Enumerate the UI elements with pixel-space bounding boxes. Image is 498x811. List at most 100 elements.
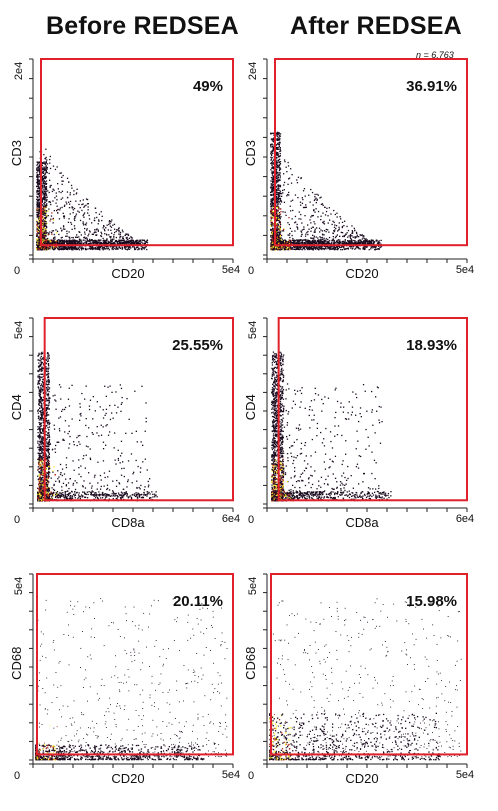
data-point [45, 212, 47, 214]
data-point [278, 188, 280, 190]
data-point [138, 243, 140, 245]
data-point [85, 198, 88, 200]
data-point [340, 249, 342, 251]
data-point [36, 191, 38, 193]
data-point [37, 192, 40, 195]
data-point [338, 241, 340, 243]
data-point [42, 182, 45, 184]
data-point [322, 221, 324, 223]
data-point [38, 248, 41, 251]
data-point [82, 199, 84, 201]
data-point [52, 165, 55, 167]
data-point [43, 239, 45, 241]
data-point [45, 166, 47, 169]
data-point [304, 215, 306, 217]
data-point [130, 242, 132, 244]
data-point [338, 226, 340, 228]
data-point [43, 220, 46, 222]
data-point [128, 241, 130, 243]
data-point [36, 161, 38, 163]
data-point [285, 214, 287, 216]
data-point [323, 245, 325, 247]
data-point [41, 192, 43, 194]
data-point [55, 192, 57, 194]
data-point [98, 246, 101, 248]
data-point [317, 242, 319, 244]
data-point [272, 183, 274, 185]
data-point [64, 247, 66, 249]
data-point [37, 193, 40, 195]
data-point [301, 242, 303, 244]
data-point [127, 234, 130, 236]
data-point [89, 246, 92, 248]
data-point [271, 191, 273, 193]
data-point [134, 247, 136, 250]
data-point [129, 245, 131, 248]
data-point [43, 212, 46, 214]
data-point [39, 161, 41, 163]
data-point [48, 233, 50, 235]
data-point [271, 233, 273, 235]
data-point [51, 247, 53, 249]
data-point [319, 241, 321, 243]
data-point [39, 199, 41, 201]
data-point [352, 236, 354, 238]
data-point [109, 242, 111, 244]
data-point [36, 233, 38, 235]
data-point [343, 235, 345, 238]
data-point [360, 234, 362, 237]
data-point [292, 242, 294, 244]
data-point [134, 242, 136, 244]
data-point [97, 246, 99, 248]
data-point [270, 138, 272, 140]
data-point [45, 188, 48, 190]
data-point [44, 214, 46, 216]
data-point [277, 151, 279, 154]
data-point [277, 210, 279, 212]
data-point [38, 210, 41, 212]
data-point [38, 236, 40, 239]
data-point [347, 243, 349, 245]
data-point [36, 168, 38, 170]
data-point [42, 188, 44, 190]
data-point [49, 179, 51, 181]
data-point [110, 221, 112, 223]
data-point [47, 248, 49, 250]
data-point [72, 209, 74, 211]
data-point [276, 245, 278, 248]
data-point [114, 241, 116, 244]
data-point [140, 241, 143, 243]
data-point [36, 211, 38, 213]
data-point [103, 225, 105, 227]
data-point [287, 247, 289, 249]
data-point [352, 243, 354, 245]
data-point [363, 237, 365, 239]
data-point [100, 211, 102, 213]
data-point [43, 238, 46, 240]
data-point [102, 247, 104, 249]
data-point [276, 215, 278, 218]
data-point [101, 233, 103, 235]
data-point [80, 249, 83, 251]
data-point [45, 206, 47, 208]
data-point [341, 246, 343, 248]
data-point [331, 242, 333, 244]
data-point [275, 205, 277, 207]
data-point [102, 227, 104, 229]
data-point [51, 232, 53, 234]
data-point [270, 198, 272, 200]
data-point [278, 169, 281, 172]
data-point [270, 159, 272, 161]
data-point [326, 241, 328, 243]
data-point [271, 202, 273, 204]
data-point [68, 218, 70, 220]
data-point [336, 249, 339, 251]
data-point [96, 216, 98, 219]
data-point [36, 202, 38, 204]
data-point [131, 246, 134, 248]
data-point [270, 186, 272, 188]
data-point [77, 242, 79, 244]
data-point [370, 239, 372, 241]
data-point [352, 245, 355, 247]
data-point [108, 223, 110, 226]
